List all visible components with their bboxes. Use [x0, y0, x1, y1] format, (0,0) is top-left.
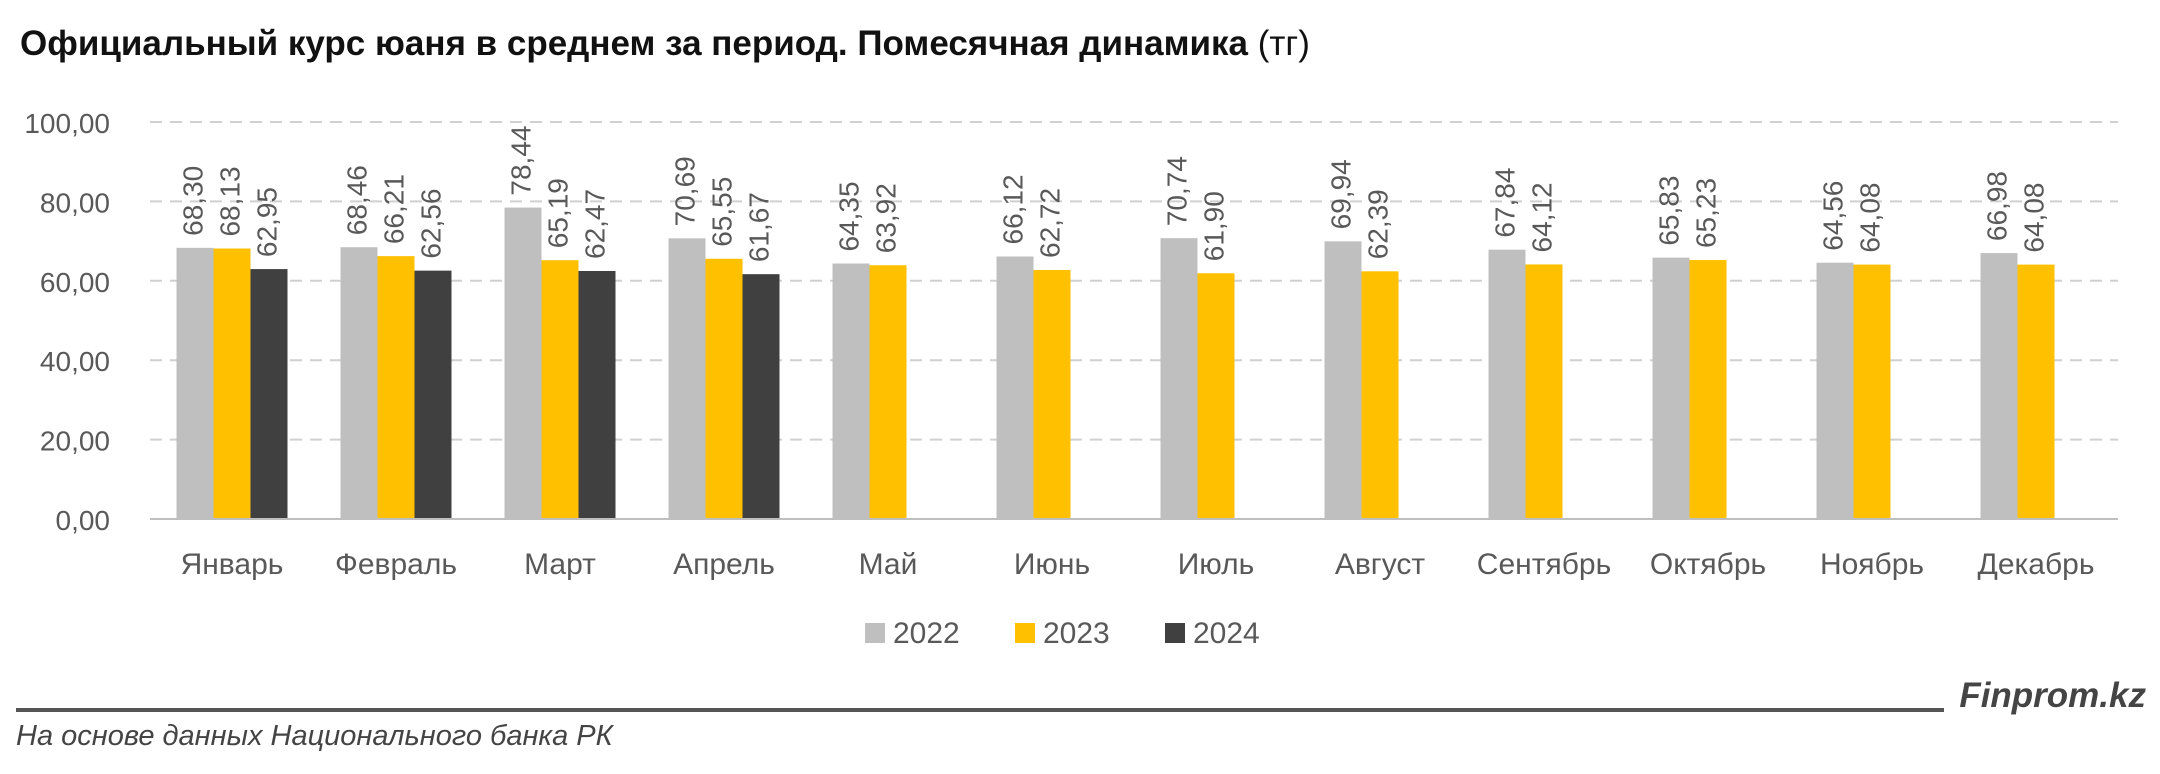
bar-2022 [504, 207, 542, 519]
data-label: 65,55 [706, 177, 737, 247]
data-label: 66,21 [378, 174, 409, 244]
bar-2023 [1033, 270, 1071, 519]
data-label: 67,84 [1489, 168, 1520, 238]
x-tick-label: Ноябрь [1820, 548, 1924, 581]
legend-label-2024: 2024 [1193, 617, 1260, 650]
data-label: 68,13 [214, 166, 245, 236]
legend-label-2022: 2022 [893, 617, 960, 650]
bar-chart: 0,00 20,00 40,00 60,00 80,00 100,00 68,30 68,13… [24, 108, 2118, 650]
data-label: 62,72 [1034, 188, 1065, 258]
y-tick-label: 100,00 [24, 108, 110, 139]
x-tick-label: Февраль [335, 548, 457, 581]
data-label: 68,30 [177, 166, 208, 236]
x-tick-label: Декабрь [1978, 548, 2095, 581]
x-tick-label: Июль [1178, 548, 1255, 581]
bar-2023 [213, 248, 251, 519]
bar-2023 [1197, 273, 1235, 519]
data-label: 70,74 [1161, 156, 1192, 226]
legend-label-2023: 2023 [1043, 617, 1110, 650]
data-label: 63,92 [870, 183, 901, 253]
bar-2022 [996, 256, 1034, 519]
data-label: 61,90 [1198, 191, 1229, 261]
data-label: 64,56 [1817, 181, 1848, 251]
data-label: 62,56 [415, 189, 446, 259]
brand-logo: Finprom.kz [1959, 676, 2146, 715]
bar-2024 [414, 270, 452, 519]
bar-2024 [742, 274, 780, 519]
bar-2022 [1488, 249, 1526, 519]
data-label: 62,95 [251, 187, 282, 257]
bar-2022 [1652, 257, 1690, 519]
data-label: 70,69 [669, 156, 700, 226]
bar-2024 [578, 270, 616, 519]
chart-title-main: Официальный курс юаня в среднем за перио… [20, 24, 1249, 63]
bar-2022 [1980, 253, 2018, 519]
y-tick-label: 80,00 [40, 187, 110, 218]
data-label: 61,67 [743, 192, 774, 262]
x-tick-label: Сентябрь [1477, 548, 1611, 581]
bar-2023 [1525, 264, 1563, 519]
data-label: 69,94 [1325, 159, 1356, 229]
bar-2022 [668, 238, 706, 519]
x-tick-label: Июнь [1014, 548, 1090, 581]
y-tick-label: 60,00 [40, 267, 110, 298]
source-note: На основе данных Национального банка РК [16, 720, 613, 752]
x-tick-label: Август [1335, 548, 1426, 581]
legend-swatch-2024 [1165, 623, 1185, 643]
data-label: 64,12 [1526, 182, 1557, 252]
data-label: 64,08 [1854, 183, 1885, 253]
chart-title-unit: (тг) [1257, 24, 1310, 63]
bar-2023 [869, 265, 907, 519]
bar-2023 [1853, 264, 1891, 519]
bar-2023 [1689, 260, 1727, 519]
data-label: 68,46 [341, 165, 372, 235]
data-label: 65,83 [1653, 176, 1684, 246]
chart-title: Официальный курс юаня в среднем за перио… [20, 24, 1310, 64]
bar-2022 [340, 247, 378, 519]
bar-2023 [2017, 264, 2055, 519]
data-label: 66,98 [1981, 171, 2012, 241]
bar-2023 [541, 260, 579, 519]
bar-2022 [176, 247, 214, 519]
data-label: 78,44 [505, 126, 536, 196]
data-label: 62,39 [1362, 189, 1393, 259]
data-label: 66,12 [997, 174, 1028, 244]
y-tick-label: 0,00 [56, 505, 111, 536]
bar-2022 [1160, 238, 1198, 519]
bar-2022 [832, 263, 870, 519]
bar-2023 [1361, 271, 1399, 519]
data-label: 64,35 [833, 181, 864, 251]
bar-2022 [1816, 262, 1854, 519]
legend-swatch-2022 [865, 623, 885, 643]
bar-2023 [705, 258, 743, 519]
footer-divider [16, 708, 1944, 712]
legend-swatch-2023 [1015, 623, 1035, 643]
x-tick-label: Апрель [673, 548, 775, 581]
x-tick-label: Май [859, 548, 918, 581]
y-tick-label: 20,00 [40, 426, 110, 457]
data-label: 64,08 [2018, 183, 2049, 253]
x-tick-label: Октябрь [1650, 548, 1766, 581]
x-tick-label: Март [524, 548, 596, 581]
bar-2023 [377, 256, 415, 519]
bar-2022 [1324, 241, 1362, 519]
x-tick-label: Январь [181, 548, 284, 581]
y-tick-label: 40,00 [40, 346, 110, 377]
bar-2024 [250, 269, 288, 519]
data-label: 65,19 [542, 178, 573, 248]
data-label: 65,23 [1690, 178, 1721, 248]
data-label: 62,47 [579, 189, 610, 259]
